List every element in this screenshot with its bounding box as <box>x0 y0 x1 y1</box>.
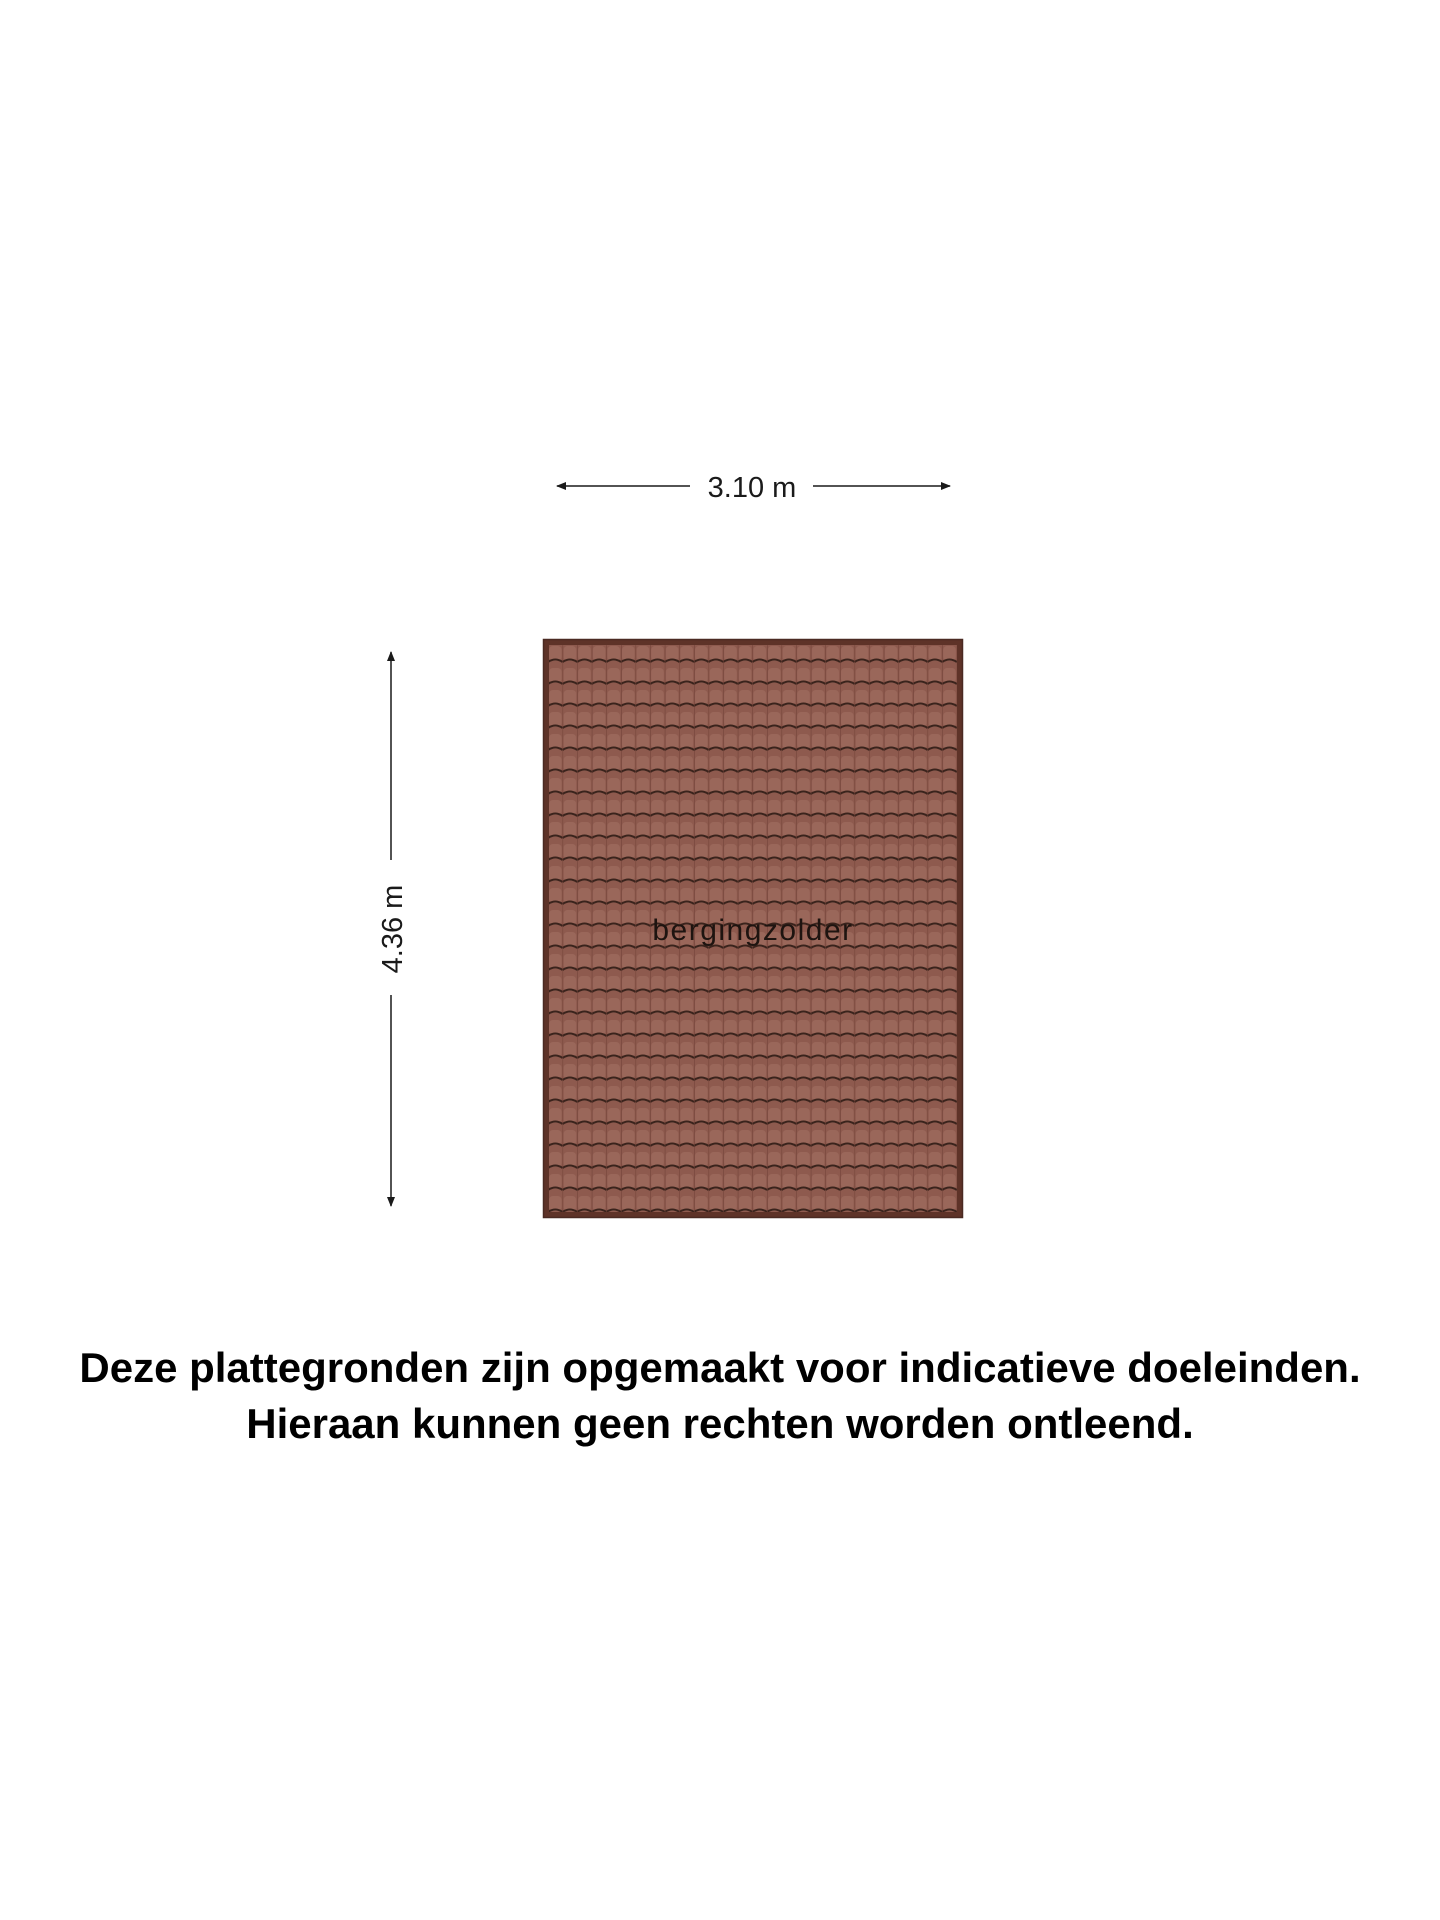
roof-edge <box>543 639 963 1218</box>
disclaimer: Deze plattegronden zijn opgemaakt voor i… <box>0 1340 1440 1452</box>
height-dimension-label: 4.36 m <box>377 885 409 974</box>
width-dimension: 3.10 m <box>556 472 951 504</box>
room-bergingzolder: bergingzolder <box>542 638 964 1219</box>
disclaimer-line-2: Hieraan kunnen geen rechten worden ontle… <box>246 1400 1194 1447</box>
width-dimension-label: 3.10 m <box>708 472 797 504</box>
roof-tiles <box>544 640 962 1217</box>
roof-outline <box>542 638 964 1219</box>
room-label: bergingzolder <box>652 914 853 947</box>
height-dimension: 4.36 m <box>377 651 409 1207</box>
disclaimer-line-1: Deze plattegronden zijn opgemaakt voor i… <box>79 1344 1361 1391</box>
